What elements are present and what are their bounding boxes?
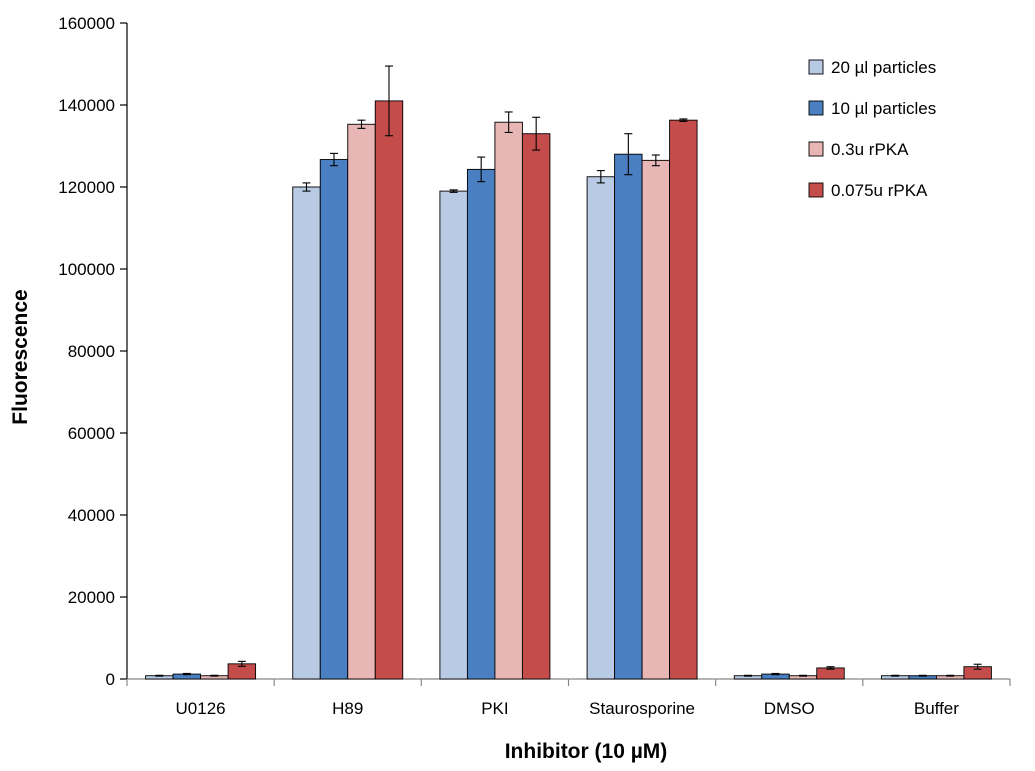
x-axis-title: Inhibitor (10 µM) [505,740,668,763]
legend-label: 10 µl particles [831,99,936,118]
y-tick-label: 160000 [58,14,115,33]
y-tick-label: 140000 [58,96,115,115]
bars-layer [145,100,992,680]
x-tick-label: H89 [332,699,363,718]
x-tick-label: DMSO [764,699,815,718]
legend-label: 0.075u rPKA [831,181,928,200]
legend-swatch [808,100,824,116]
legend: 20 µl particles 10 µl particles 0.3u rPKA 0… [808,58,936,200]
bar [347,123,376,680]
legend-swatch [808,141,824,157]
x-tick-label: PKI [481,699,508,718]
x-tick-label: Staurosporine [589,699,695,718]
bar [669,119,698,680]
y-tick-label: 60000 [68,424,115,443]
legend-label: 0.3u rPKA [831,140,909,159]
y-tick-label: 100000 [58,260,115,279]
legend-swatch [808,182,824,198]
bar [494,121,523,680]
bar [292,186,321,680]
y-axis-title: Fluorescence [9,289,32,424]
y-tick-label: 120000 [58,178,115,197]
y-tick-label: 20000 [68,588,115,607]
legend-label: 20 µl particles [831,58,936,77]
bar [614,153,643,680]
x-tick-label: Buffer [914,699,959,718]
error-bars-layer [155,65,982,677]
bar [439,190,468,680]
bar [586,176,616,680]
axes-layer [120,22,1011,686]
y-tick-label: 40000 [68,506,115,525]
bar [319,159,349,680]
tick-labels-layer: 0 20000 40000 60000 80000 100000 120000 140000 1… [58,14,959,718]
bar [466,168,496,680]
legend-swatch [808,59,824,75]
bar [374,100,404,680]
y-tick-label: 80000 [68,342,115,361]
y-tick-label: 0 [106,670,115,689]
x-tick-label: U0126 [176,699,226,718]
bar [521,133,551,680]
bar [641,159,671,680]
